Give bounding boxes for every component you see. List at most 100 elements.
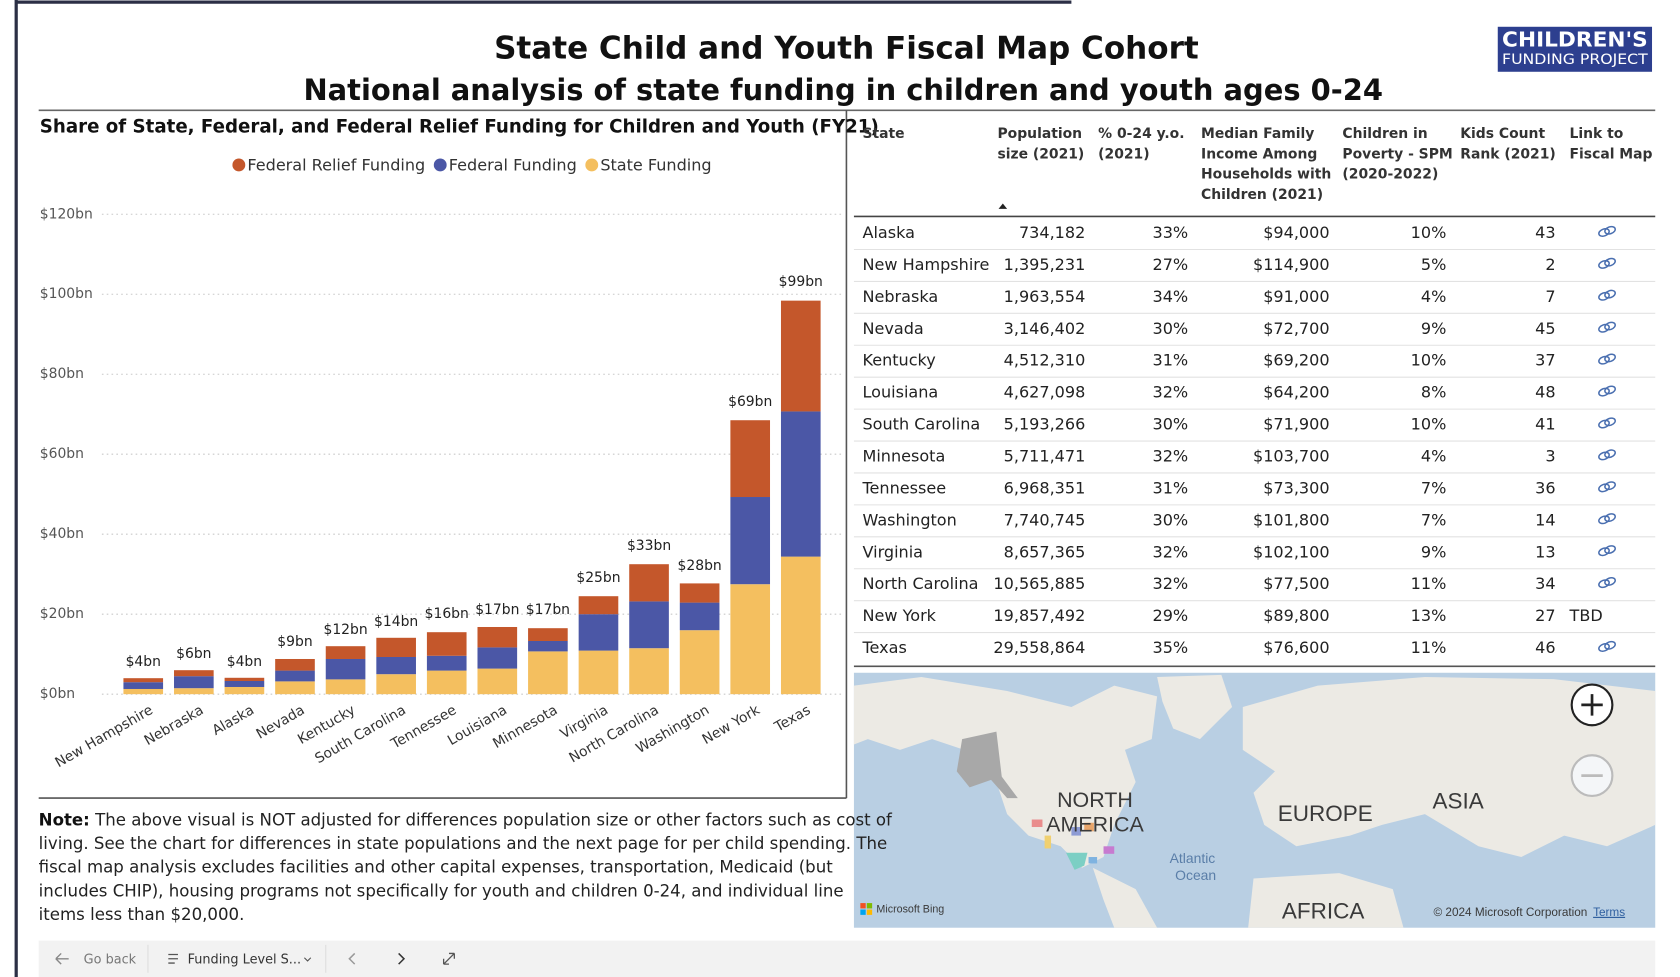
bar-segment[interactable] [174,688,214,694]
bar-segment[interactable] [275,671,315,682]
bar-segment[interactable] [174,670,214,676]
column-header[interactable]: Link to [1570,126,1624,142]
column-header[interactable]: Population [997,126,1082,142]
y-tick-label: $100bn [40,286,93,302]
bar-segment[interactable] [225,681,265,687]
bar-segment[interactable] [629,564,669,601]
column-header[interactable]: Poverty - SPM [1342,146,1452,162]
column-header[interactable]: (2020-2022) [1342,167,1438,183]
table-cell: 27% [1152,255,1188,274]
total-label: $69bn [728,394,772,410]
bar-segment[interactable] [730,584,770,694]
bar-segment[interactable] [376,674,416,694]
table-cell: 11% [1411,638,1447,657]
table-cell: 4% [1421,447,1446,466]
legend-label[interactable]: State Funding [600,156,711,175]
bar-segment[interactable] [781,411,821,556]
bar-segment[interactable] [123,678,163,682]
bar-segment[interactable] [326,659,366,679]
total-label: $4bn [126,654,161,670]
table-cell: 9% [1421,542,1446,561]
column-header[interactable]: Income Among [1201,146,1317,162]
legend-label[interactable]: Federal Relief Funding [247,156,425,175]
bar-segment[interactable] [579,614,619,650]
map-label: EUROPE [1278,801,1373,826]
column-header[interactable]: Children in [1342,126,1427,142]
bar-segment[interactable] [427,632,467,656]
logo-text: CHILDREN'S [1502,28,1648,52]
map[interactable]: NORTH AMERICA EUROPE ASIA AFRICA Atlanti… [854,673,1655,928]
bar-segment[interactable] [680,603,720,631]
bar-segment[interactable] [376,638,416,657]
bar-segment[interactable] [174,676,214,688]
bar-segment[interactable] [275,681,315,694]
column-header[interactable]: Kids Count [1460,126,1545,142]
highlighted-state[interactable] [1104,846,1115,853]
total-label: $17bn [526,602,570,618]
bar-segment[interactable] [477,627,517,647]
table-cell: 19,857,492 [993,606,1085,625]
bar-segment[interactable] [123,682,163,689]
bar-segment[interactable] [781,557,821,695]
bar-segment[interactable] [326,679,366,694]
bar-segment[interactable] [225,678,265,681]
bar-segment[interactable] [528,628,568,641]
table-cell: 31% [1152,478,1188,497]
state-name: Washington [862,510,956,529]
table-cell: 32% [1152,542,1188,561]
bar-segment[interactable] [225,687,265,694]
table-cell: $69,200 [1263,351,1329,370]
bar-segment[interactable] [427,656,467,671]
legend-label[interactable]: Federal Funding [449,156,577,175]
bar-segment[interactable] [629,601,669,648]
bar-segment[interactable] [579,651,619,695]
column-header[interactable]: Children (2021) [1201,187,1323,203]
bar-segment[interactable] [730,497,770,584]
link-cell: TBD [1569,606,1603,625]
column-header[interactable]: size (2021) [997,146,1084,162]
column-header[interactable]: % 0-24 y.o. [1098,126,1184,142]
y-tick-label: $80bn [40,366,84,382]
nav-bar: Go back Funding Level S... [39,941,1656,977]
highlighted-state[interactable] [1032,820,1043,827]
column-header[interactable]: Fiscal Map [1570,146,1653,162]
highlighted-state[interactable] [1045,836,1051,849]
highlighted-state[interactable] [1089,857,1098,863]
bar-segment[interactable] [528,651,568,694]
bar-segment[interactable] [376,657,416,674]
bar-segment[interactable] [123,689,163,694]
bar-segment[interactable] [629,648,669,694]
go-back-button[interactable]: Go back [84,952,137,967]
page-selector[interactable]: Funding Level S... [188,952,301,967]
table-cell: 1,963,554 [1004,287,1086,306]
legend-marker [434,159,447,172]
bar-segment[interactable] [781,301,821,412]
column-header[interactable]: (2021) [1098,146,1149,162]
table-cell: 31% [1152,351,1188,370]
bing-logo [867,910,872,915]
bar-segment[interactable] [477,647,517,668]
dashboard: State Child and Youth Fiscal Map Cohort … [0,0,1680,977]
map-terms-link[interactable]: Terms [1593,906,1625,919]
bar-segment[interactable] [579,596,619,614]
bar-segment[interactable] [528,641,568,651]
column-header[interactable]: Median Family [1201,126,1314,142]
bar-segment[interactable] [326,646,366,659]
note-line: items less than $20,000. [39,904,245,923]
bar-segment[interactable] [680,630,720,694]
bar-segment[interactable] [477,669,517,695]
bar-segment[interactable] [730,420,770,497]
bar-segment[interactable] [680,583,720,602]
column-header[interactable]: State [862,126,904,142]
column-header[interactable]: Households with [1201,167,1331,183]
note-text: items less than $20,000. [39,904,245,923]
table-cell: $71,900 [1263,415,1329,434]
bar-segment[interactable] [275,659,315,671]
note-line: Note: The above visual is NOT adjusted f… [39,810,893,829]
bar-segment[interactable] [427,671,467,695]
column-header[interactable]: Rank (2021) [1460,146,1556,162]
table-cell: 10% [1411,351,1447,370]
state-name: Nebraska [862,287,938,306]
table-cell: 4,627,098 [1004,383,1086,402]
table-cell: 4% [1421,287,1446,306]
